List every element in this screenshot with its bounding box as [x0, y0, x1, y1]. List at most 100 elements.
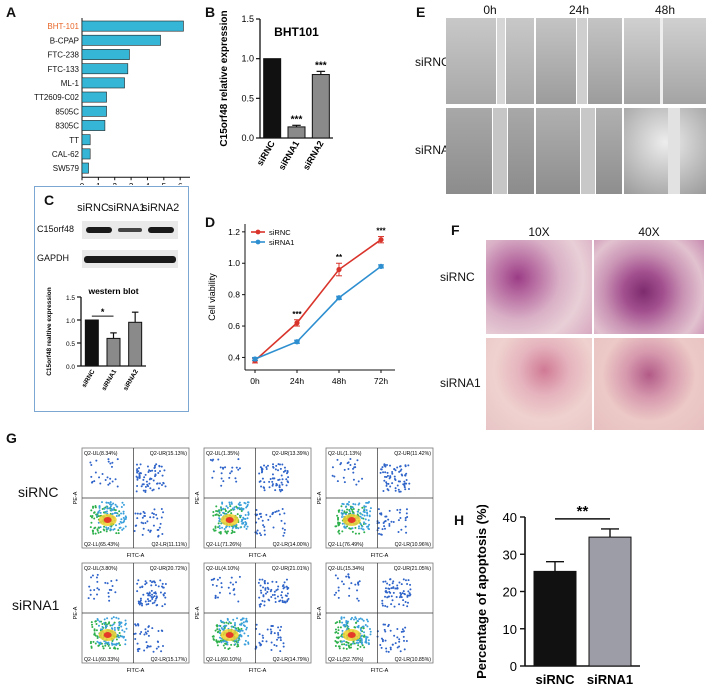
- panel-letter-a: A: [6, 4, 17, 20]
- event-dot: [93, 633, 96, 636]
- event-dot: [225, 532, 228, 535]
- event-dot: [93, 597, 96, 600]
- event-dot: [285, 484, 288, 487]
- event-dot: [154, 474, 157, 477]
- event-dot: [281, 508, 284, 511]
- y-tick-label: 1.0: [241, 54, 254, 64]
- event-dot: [106, 507, 109, 510]
- panel-letter-g: G: [6, 430, 17, 446]
- event-dot: [226, 506, 229, 509]
- series-line-sirnc: [254, 239, 382, 362]
- event-dot: [101, 623, 104, 626]
- event-dot: [220, 586, 223, 589]
- event-dot: [352, 467, 355, 470]
- event-dot: [368, 627, 371, 630]
- event-dot: [121, 501, 124, 504]
- event-dot: [107, 526, 110, 529]
- event-dot: [141, 533, 144, 536]
- event-dot: [356, 459, 359, 462]
- panel-letter-f: F: [451, 222, 460, 238]
- event-dot: [90, 463, 93, 466]
- event-dot: [211, 459, 214, 462]
- event-dot: [246, 503, 249, 506]
- event-dot: [353, 466, 356, 469]
- event-dot: [364, 518, 367, 521]
- event-dot: [368, 523, 371, 526]
- event-dot: [95, 514, 98, 517]
- quadrant-lr-label: Q2-LR(10.85%): [395, 657, 432, 663]
- event-dot: [247, 634, 250, 637]
- event-dot: [404, 519, 407, 522]
- event-dot: [396, 509, 399, 512]
- event-dot: [222, 511, 225, 514]
- event-dot: [103, 525, 106, 528]
- event-dot: [363, 531, 366, 534]
- event-dot: [213, 577, 216, 580]
- event-dot: [402, 590, 405, 593]
- event-dot: [117, 514, 120, 517]
- event-dot: [273, 590, 276, 593]
- event-dot: [354, 583, 357, 586]
- event-dot: [403, 648, 406, 651]
- event-dot: [348, 587, 351, 590]
- event-dot: [257, 581, 260, 584]
- y-axis-label: PE-A: [195, 606, 201, 619]
- panel-letter-h: H: [454, 512, 465, 528]
- event-dot: [210, 578, 213, 581]
- event-dot: [157, 640, 160, 643]
- event-dot: [343, 481, 346, 484]
- event-dot: [258, 472, 261, 475]
- event-dot: [280, 594, 283, 597]
- event-dot: [359, 617, 362, 620]
- event-dot: [226, 617, 229, 620]
- event-dot: [398, 638, 401, 641]
- transwell-row-label: siRNC: [440, 270, 475, 284]
- event-dot: [357, 581, 360, 584]
- event-dot: [272, 463, 275, 466]
- event-dot: [350, 582, 353, 585]
- event-dot: [219, 632, 222, 635]
- event-dot: [265, 640, 268, 643]
- event-dot: [146, 630, 149, 633]
- event-dot: [267, 588, 270, 591]
- event-dot: [406, 595, 409, 598]
- event-dot: [111, 628, 114, 631]
- y-axis-label: C15orf48 realtive expression: [46, 287, 53, 376]
- event-dot: [271, 473, 274, 476]
- y-tick-label: 1.0: [228, 258, 240, 268]
- event-dot: [354, 532, 357, 535]
- event-dot: [259, 605, 262, 608]
- event-dot: [136, 590, 139, 593]
- event-dot: [120, 521, 123, 524]
- event-dot: [399, 650, 402, 653]
- event-dot: [276, 595, 279, 598]
- event-dot: [366, 636, 369, 639]
- event-dot: [343, 625, 346, 628]
- event-dot: [263, 600, 266, 603]
- event-dot: [115, 514, 118, 517]
- event-dot: [142, 510, 145, 513]
- event-dot: [384, 595, 387, 598]
- event-dot: [149, 487, 152, 490]
- event-dot: [269, 515, 272, 518]
- event-dot: [397, 519, 400, 522]
- event-dot: [149, 530, 152, 533]
- event-dot: [407, 579, 410, 582]
- event-dot: [383, 479, 386, 482]
- event-dot: [215, 510, 218, 513]
- event-dot: [380, 468, 383, 471]
- event-dot: [334, 644, 337, 647]
- event-dot: [149, 594, 152, 597]
- event-dot: [278, 513, 281, 516]
- event-dot: [337, 645, 340, 648]
- event-dot: [122, 521, 125, 524]
- event-dot: [351, 527, 354, 530]
- event-dot: [97, 588, 100, 591]
- event-dot: [110, 465, 113, 468]
- bar-tt: [81, 134, 91, 146]
- event-dot: [241, 617, 244, 620]
- event-dot: [151, 602, 154, 605]
- event-dot: [245, 628, 248, 631]
- event-dot: [384, 519, 387, 522]
- blot-band: [118, 228, 142, 232]
